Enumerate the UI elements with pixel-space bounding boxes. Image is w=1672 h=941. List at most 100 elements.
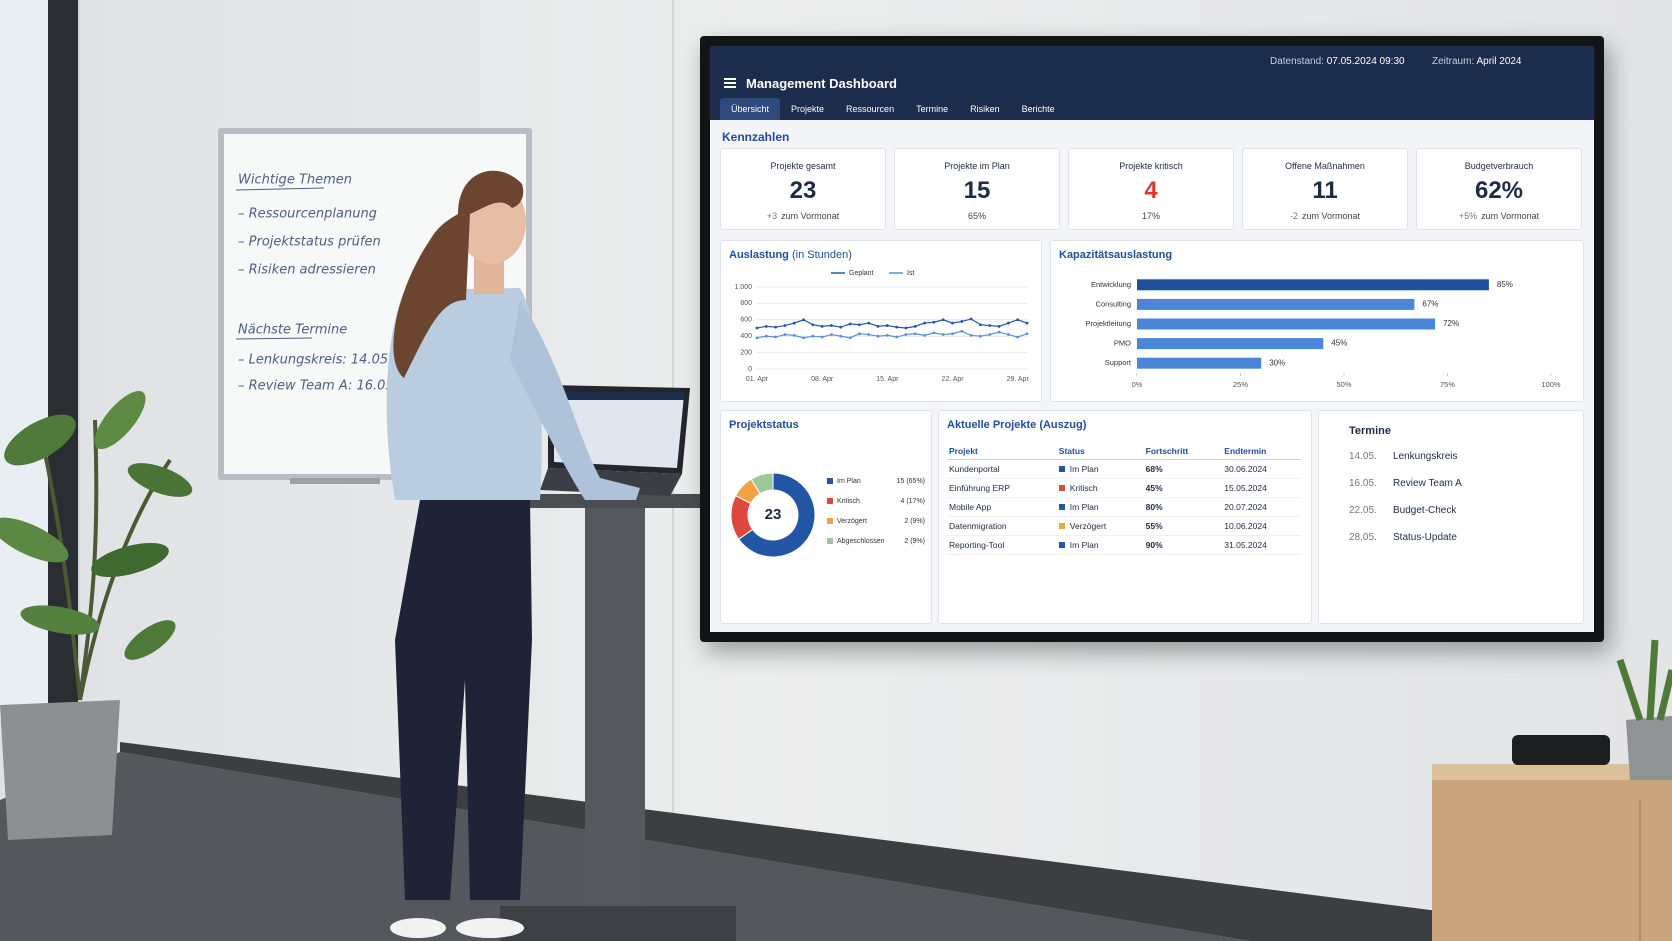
wb-next: – Lenkungskreis: 14.05. – Review Team A: …	[238, 353, 398, 394]
wb-topic: – Risiken adressieren	[238, 263, 376, 278]
table-body: Kundenportal Im Plan 68% 30.06.2024 Einführu…	[947, 459, 1301, 555]
cell-text: Kritisch	[1069, 483, 1098, 493]
point	[895, 335, 899, 339]
desk-top	[530, 494, 712, 508]
tab: Termine	[916, 104, 949, 114]
point	[820, 335, 824, 339]
legend-swatch	[827, 498, 833, 504]
dates-panel: Termine 14.05. Lenkungskreis 16.05. Review …	[1318, 410, 1584, 624]
point	[867, 321, 871, 325]
table-cell: Einführung ERP	[947, 478, 1057, 498]
table-cell: 15.05.2024	[1222, 478, 1301, 498]
bar	[1137, 298, 1415, 310]
point	[755, 336, 759, 340]
date-row: 28.05. Status-Update	[1349, 532, 1457, 543]
status-dot	[1058, 466, 1065, 472]
point	[839, 334, 843, 338]
wb-next-item: – Review Team A: 16.05.	[238, 379, 398, 394]
x-tick-label: 50%	[1336, 380, 1351, 389]
kpi-note: 17%	[1141, 211, 1160, 221]
point	[997, 324, 1001, 328]
table-row: Reporting-Tool Im Plan 90% 31.05.2024	[947, 535, 1301, 555]
kpi-note: zum Vormonat	[781, 211, 840, 221]
legend-label: Ist	[907, 270, 914, 277]
kpi-delta: +3	[766, 211, 778, 221]
category-label: Entwicklung	[1091, 280, 1131, 289]
point	[895, 325, 899, 329]
y-tick-label: 400	[740, 333, 752, 340]
kpi-value: 4	[1144, 177, 1158, 204]
slice	[750, 472, 774, 495]
center-label: 23	[765, 506, 782, 523]
value-label: 2 (9%)	[904, 518, 925, 525]
point	[802, 318, 805, 322]
plant-leaves	[1616, 639, 1672, 722]
bar	[1137, 357, 1262, 369]
line-panel: Auslastung (in Stunden) 0 200 400 600 800 1.0…	[720, 240, 1042, 402]
dashboard-title: Management Dashboard	[746, 76, 897, 91]
category-label: Consulting	[1096, 299, 1131, 308]
bar	[1137, 318, 1436, 330]
tabs: Übersicht Projekte Ressourcen Termine Risike…	[720, 98, 1066, 120]
cell-text: 90%	[1145, 540, 1163, 550]
marker-tray	[290, 478, 380, 484]
cell-text: 55%	[1145, 521, 1163, 531]
table-row: Kundenportal Im Plan 68% 30.06.2024	[947, 459, 1301, 479]
kpi-label: Projekte kritisch	[1119, 161, 1183, 171]
status-dot	[1058, 504, 1065, 510]
table-cell: 30.06.2024	[1222, 459, 1301, 479]
tab: Projekte	[791, 104, 825, 114]
column-header: Status	[1056, 443, 1144, 460]
point	[839, 325, 843, 329]
kpi-label: Projekte im Plan	[944, 161, 1010, 171]
point	[960, 320, 964, 323]
value-label: 85%	[1497, 280, 1513, 289]
panel-title: Auslastung (in Stunden)	[729, 249, 852, 261]
section-title: Kennzahlen	[722, 130, 790, 144]
status-label: Datenstand:	[1270, 56, 1324, 67]
cell-text: 20.07.2024	[1224, 502, 1267, 512]
window-blind	[0, 0, 48, 720]
chart-title: Auslastung	[729, 249, 789, 261]
kpi-value: 62%	[1474, 177, 1524, 204]
date: 16.05.	[1349, 478, 1377, 489]
kpi-card: Offene Maßnahmen 11 -2 zum Vormonat	[1242, 148, 1408, 230]
legend-label: Kritisch	[837, 498, 860, 505]
period-label: Zeitraum:	[1432, 56, 1475, 67]
donut-chart: Im Plan 15 (65%) Kritisch 4 (17%) Verzögert 2…	[730, 472, 925, 558]
point	[913, 332, 917, 336]
status-value: 07.05.2024 09:30	[1326, 56, 1405, 67]
legend-swatch	[827, 538, 833, 544]
date-label: Status-Update	[1393, 532, 1457, 543]
wb-underline	[235, 187, 325, 191]
point	[923, 333, 926, 337]
x-tick-label: 0%	[1132, 380, 1143, 389]
point	[997, 330, 1001, 334]
cell-text: Im Plan	[1069, 540, 1099, 550]
data-status: Datenstand: 07.05.2024 09:30	[1270, 56, 1405, 67]
series-line	[756, 318, 1028, 329]
value-label: 72%	[1443, 319, 1459, 328]
legend-swatch	[827, 518, 833, 524]
point	[783, 324, 787, 327]
tv: Management Dashboard Datenstand: 07.05.2…	[700, 36, 1604, 642]
value-label: 45%	[1331, 339, 1347, 348]
menu-icon	[724, 78, 736, 88]
y-tick-label: 1.000	[734, 284, 752, 291]
bar-panel: Kapazitätsauslastung 0% 25% 50% 75% 100% Entw…	[1050, 240, 1584, 402]
y-tick-label: 0	[748, 366, 752, 373]
cell-text: 45%	[1145, 483, 1163, 493]
bar	[1137, 338, 1324, 350]
point	[764, 324, 768, 328]
kpi-value: 23	[789, 177, 817, 204]
point	[1006, 333, 1010, 336]
x-tick-label: 100%	[1541, 380, 1561, 389]
wb-next-item: – Lenkungskreis: 14.05.	[238, 353, 392, 368]
kpi-delta: -2	[1289, 211, 1298, 221]
cell-text: Reporting-Tool	[949, 540, 1005, 550]
tab: Risiken	[970, 104, 1000, 114]
tab: Ressourcen	[846, 104, 895, 114]
cell-text: Kundenportal	[949, 464, 1000, 474]
period: Zeitraum: April 2024	[1432, 56, 1522, 67]
tab: Berichte	[1021, 104, 1055, 114]
